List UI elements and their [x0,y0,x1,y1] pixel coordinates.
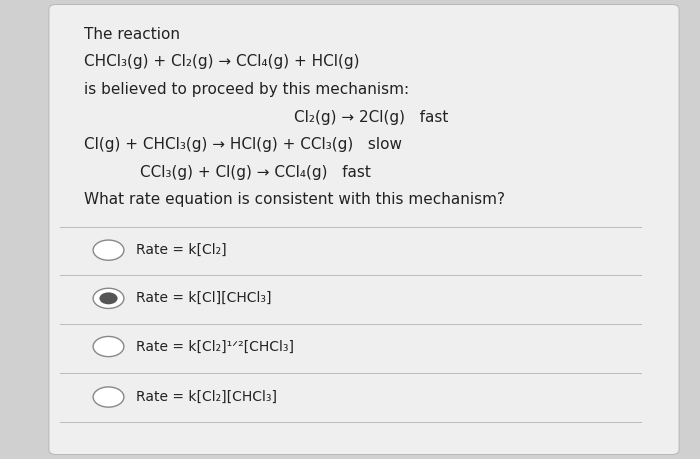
Text: Rate = k[Cl₂]¹ᐟ²[CHCl₃]: Rate = k[Cl₂]¹ᐟ²[CHCl₃] [136,340,295,353]
Text: What rate equation is consistent with this mechanism?: What rate equation is consistent with th… [84,192,505,207]
Text: Rate = k[Cl][CHCl₃]: Rate = k[Cl][CHCl₃] [136,291,272,305]
Text: Cl(g) + CHCl₃(g) → HCl(g) + CCl₃(g)   slow: Cl(g) + CHCl₃(g) → HCl(g) + CCl₃(g) slow [84,137,402,152]
Text: CCl₃(g) + Cl(g) → CCl₄(g)   fast: CCl₃(g) + Cl(g) → CCl₄(g) fast [140,165,371,179]
Text: Cl₂(g) → 2Cl(g)   fast: Cl₂(g) → 2Cl(g) fast [294,110,449,124]
Circle shape [93,240,124,260]
Circle shape [99,292,118,304]
FancyBboxPatch shape [49,5,679,454]
Text: CHCl₃(g) + Cl₂(g) → CCl₄(g) + HCl(g): CHCl₃(g) + Cl₂(g) → CCl₄(g) + HCl(g) [84,55,360,69]
Circle shape [93,336,124,357]
Text: Rate = k[Cl₂][CHCl₃]: Rate = k[Cl₂][CHCl₃] [136,390,277,404]
Text: The reaction: The reaction [84,27,180,42]
Text: is believed to proceed by this mechanism:: is believed to proceed by this mechanism… [84,82,409,97]
Circle shape [93,387,124,407]
Text: Rate = k[Cl₂]: Rate = k[Cl₂] [136,243,227,257]
Circle shape [93,288,124,308]
